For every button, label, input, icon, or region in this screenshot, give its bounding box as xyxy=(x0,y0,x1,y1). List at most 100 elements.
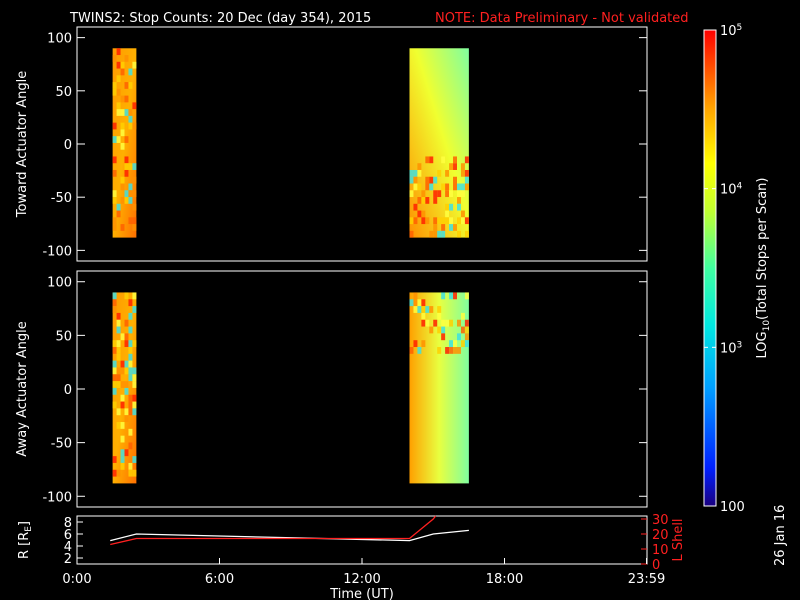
heatmap-cell xyxy=(124,190,129,198)
r-distance-line xyxy=(110,529,469,542)
orbit-ylabel-left: R [RE] xyxy=(17,521,34,559)
heatmap-cell xyxy=(116,353,121,361)
heatmap-cell xyxy=(128,115,133,123)
heatmap-cell xyxy=(124,95,129,103)
heatmap-cell xyxy=(112,401,117,409)
ytick-label-right: 0 xyxy=(652,558,660,573)
heatmap-cell xyxy=(460,163,465,170)
heatmap-cell xyxy=(124,163,129,170)
heatmap-cell xyxy=(120,367,125,375)
heatmap-cell xyxy=(433,176,438,184)
heatmap-block xyxy=(112,292,137,484)
ytick-label: 0 xyxy=(64,138,72,153)
heatmap-cell xyxy=(112,306,117,313)
heatmap-cell xyxy=(116,312,121,320)
heatmap-cell xyxy=(460,326,465,334)
heatmap-cell xyxy=(116,210,121,218)
heatmap-cell xyxy=(128,183,133,191)
heatmap-cell xyxy=(460,183,465,191)
heatmap-cell xyxy=(421,217,426,225)
heatmap-cell xyxy=(457,333,461,341)
heatmap-cell xyxy=(464,333,469,341)
heatmap-cell xyxy=(425,306,430,313)
heatmap-cell xyxy=(460,169,465,177)
heatmap-cell xyxy=(417,306,422,313)
heatmap-cell xyxy=(453,292,457,300)
heatmap-cell xyxy=(128,401,133,409)
heatmap-cell xyxy=(112,456,117,463)
heatmap-cell xyxy=(132,102,137,110)
heatmap-cell xyxy=(124,197,129,204)
heatmap-cell xyxy=(457,197,461,204)
heatmap-cell xyxy=(120,401,125,409)
heatmap-cell xyxy=(421,312,426,320)
heatmap-cell xyxy=(460,217,465,225)
heatmap-cell xyxy=(120,333,125,341)
heatmap-cell xyxy=(441,156,446,164)
colorbar-tick-label: 104 xyxy=(720,182,743,198)
heatmap-cell xyxy=(441,326,446,334)
ytick-label: 4 xyxy=(64,540,72,555)
heatmap-cell xyxy=(112,360,117,368)
ytick-label: 8 xyxy=(64,516,72,531)
ytick-label: 100 xyxy=(47,32,72,47)
heatmap-cell xyxy=(464,319,469,327)
heatmap-cell xyxy=(437,326,442,334)
heatmap-cell xyxy=(429,230,434,238)
heatmap-cell xyxy=(437,230,442,238)
heatmap-cell xyxy=(421,340,426,348)
heatmap-cell xyxy=(457,347,461,354)
heatmap-cell xyxy=(421,299,426,307)
heatmap-cell xyxy=(128,163,133,170)
heatmap-cell xyxy=(120,95,125,103)
ytick-label: 0 xyxy=(64,383,72,398)
heatmap-cell xyxy=(120,68,125,76)
heatmap-cell xyxy=(116,469,121,477)
heatmap-cell xyxy=(112,374,117,382)
heatmap-cell xyxy=(128,82,133,89)
heatmap-cell xyxy=(120,142,125,150)
heatmap-cell xyxy=(124,333,129,341)
heatmap-cell xyxy=(464,217,469,225)
heatmap-cell xyxy=(445,169,450,177)
heatmap-cell xyxy=(116,102,121,110)
heatmap-cell xyxy=(124,381,129,388)
heatmap-cell xyxy=(124,156,129,164)
heatmap-cell xyxy=(132,306,137,313)
ytick-label: 2 xyxy=(64,552,72,567)
heatmap-cell xyxy=(116,75,121,83)
heatmap-cell xyxy=(445,190,450,198)
heatmap-cell xyxy=(120,456,125,463)
heatmap-cell xyxy=(128,428,133,436)
heatmap-cell xyxy=(437,190,442,198)
heatmap-cell xyxy=(128,353,133,361)
heatmap-cell xyxy=(449,224,454,231)
heatmap-cell xyxy=(449,163,454,170)
heatmap-cell xyxy=(124,449,129,457)
heatmap-cell xyxy=(441,224,446,231)
heatmap-cell xyxy=(120,449,125,457)
heatmap-cell xyxy=(112,299,117,307)
heatmap-cell xyxy=(409,169,414,177)
heatmap-cell xyxy=(128,394,133,402)
heatmap-cell xyxy=(112,224,117,231)
heatmap-cell xyxy=(417,197,422,204)
heatmap-cell xyxy=(421,197,426,204)
heatmap-cell xyxy=(128,68,133,76)
heatmap-cell xyxy=(409,217,414,225)
heatmap-block xyxy=(409,292,469,484)
ytick-label-right: 20 xyxy=(652,528,669,543)
heatmap-cell xyxy=(457,319,461,327)
heatmap-cell xyxy=(120,381,125,388)
chart-title: TWINS2: Stop Counts: 20 Dec (day 354), 2… xyxy=(69,11,371,26)
heatmap-cell xyxy=(457,203,461,211)
heatmap-cell xyxy=(116,48,121,56)
heatmap-cell xyxy=(413,203,418,211)
date-stamp: 26 Jan 16 xyxy=(773,505,788,566)
heatmap-cell xyxy=(445,203,450,211)
heatmap-cell xyxy=(128,360,133,368)
heatmap-cell xyxy=(132,122,137,130)
heatmap-cell xyxy=(449,319,454,327)
heatmap-cell xyxy=(112,217,117,225)
heatmap-cell xyxy=(413,299,418,307)
